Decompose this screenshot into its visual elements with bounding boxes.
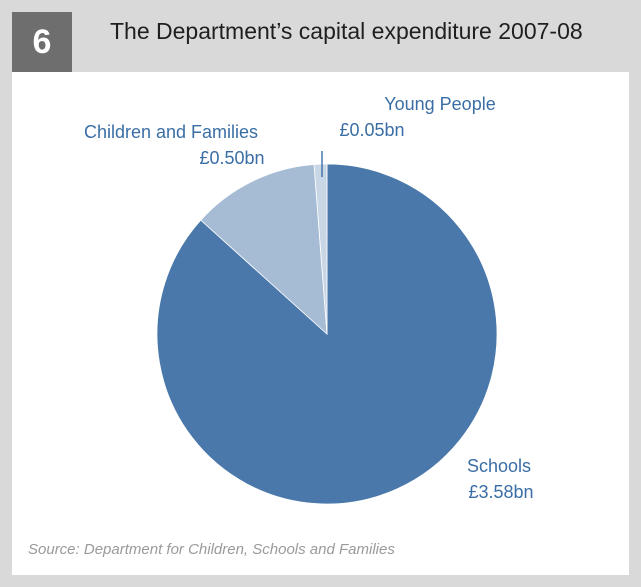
source-note: Source: Department for Children, Schools… <box>28 541 395 558</box>
label-young-people-name: Young People <box>384 94 495 114</box>
chart-title: The Department’s capital expenditure 200… <box>110 18 583 44</box>
label-children-families-name: Children and Families <box>84 122 258 142</box>
pie-slices <box>156 163 498 505</box>
label-schools-value: £3.58bn <box>468 482 533 502</box>
label-children-families-value: £0.50bn <box>199 148 264 168</box>
pie-slice-young-people <box>313 163 328 335</box>
label-schools-name: Schools <box>467 456 531 476</box>
figure-number: 6 <box>12 12 72 72</box>
pie-slice-children-families <box>200 164 328 335</box>
figure-header: 6 The Department’s capital expenditure 2… <box>0 0 641 72</box>
label-young-people-value: £0.05bn <box>339 120 404 140</box>
